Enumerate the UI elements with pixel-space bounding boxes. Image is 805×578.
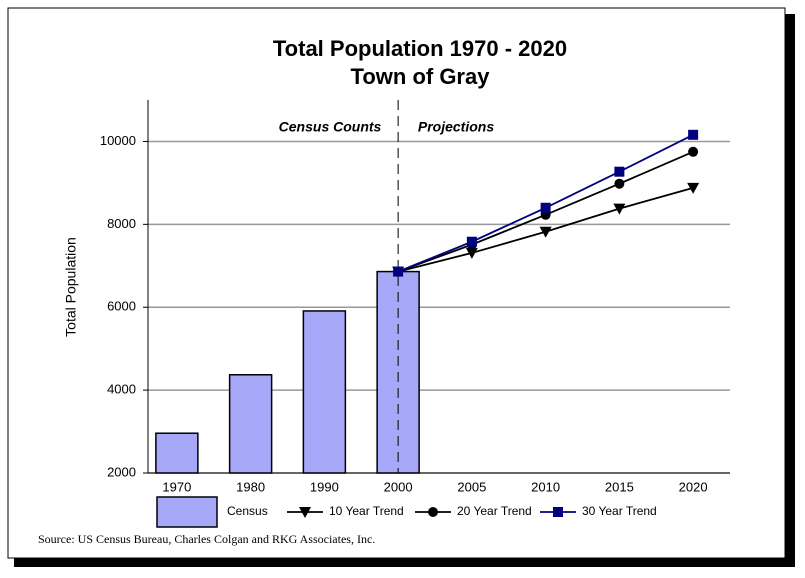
legend-marker	[428, 507, 438, 517]
x-tick-label: 1990	[310, 479, 339, 494]
bar	[155, 432, 199, 474]
x-tick-label: 2000	[384, 479, 413, 494]
bar	[302, 310, 347, 474]
chart-title: Total Population 1970 - 2020	[273, 36, 567, 61]
chart-title: Town of Gray	[351, 64, 491, 89]
marker	[688, 129, 699, 140]
y-tick-label: 6000	[107, 299, 136, 314]
legend-label: Census	[227, 504, 268, 518]
legend-label: 10 Year Trend	[329, 504, 404, 518]
x-tick-label: 1980	[236, 479, 265, 494]
annotation: Census Counts	[279, 119, 382, 135]
legend-marker	[299, 507, 311, 518]
x-tick-label: 2005	[457, 479, 486, 494]
legend-swatch	[156, 496, 218, 528]
y-tick-label: 8000	[107, 216, 136, 231]
y-tick-label: 4000	[107, 382, 136, 397]
marker	[688, 146, 699, 157]
y-tick-label: 10000	[100, 133, 136, 148]
marker	[465, 247, 478, 259]
y-tick-label: 2000	[107, 464, 136, 479]
legend-label: 20 Year Trend	[457, 504, 532, 518]
marker	[614, 166, 625, 177]
marker	[393, 266, 404, 277]
source-note: Source: US Census Bureau, Charles Colgan…	[38, 532, 375, 546]
marker	[613, 203, 626, 215]
marker	[614, 178, 625, 189]
marker	[466, 236, 477, 247]
marker	[687, 182, 700, 194]
legend-marker	[553, 507, 563, 517]
marker	[539, 226, 552, 238]
legend-label: 30 Year Trend	[582, 504, 657, 518]
marker	[540, 202, 551, 213]
annotation: Projections	[418, 119, 494, 135]
x-tick-label: 2015	[605, 479, 634, 494]
y-axis-label: Total Population	[63, 237, 79, 337]
x-tick-label: 1970	[162, 479, 191, 494]
x-tick-label: 2010	[531, 479, 560, 494]
bar	[228, 374, 273, 474]
x-tick-label: 2020	[679, 479, 708, 494]
